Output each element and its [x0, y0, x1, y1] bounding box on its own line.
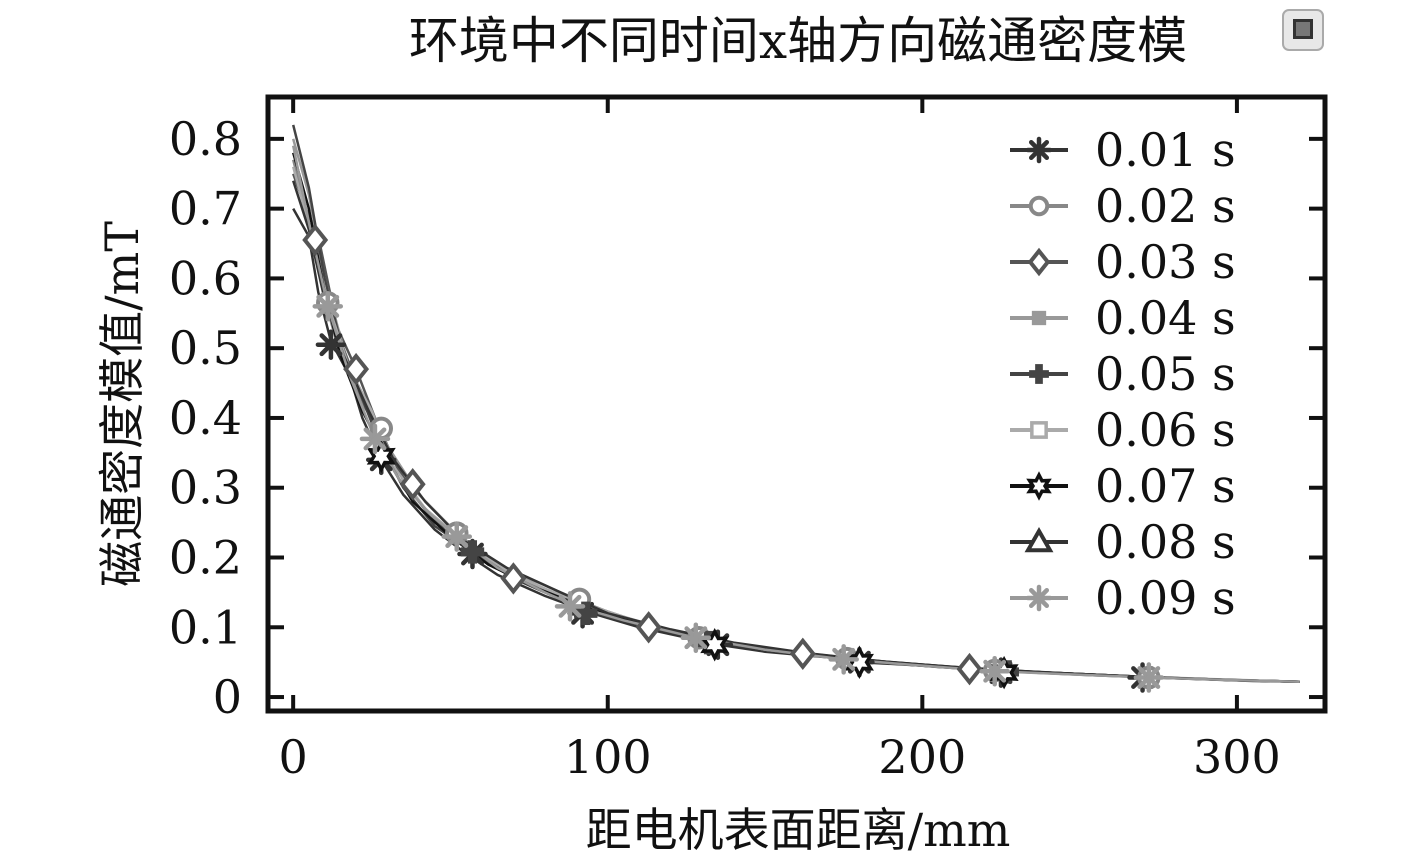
y-tick-label: 0.4 [169, 391, 242, 445]
legend: 0.01 s0.02 s0.03 s0.04 s0.05 s0.06 s0.07… [1010, 123, 1236, 625]
legend-label: 0.04 s [1095, 291, 1236, 345]
data-point-marker [574, 601, 598, 626]
series-markers [366, 439, 1019, 690]
data-point-marker [1026, 471, 1052, 501]
x-axis: 0 100 200 300 [279, 97, 1281, 784]
y-tick-label: 0.7 [169, 182, 242, 236]
data-point-marker [312, 291, 344, 322]
legend-item: 0.06 s [1010, 403, 1236, 457]
x-tick-label: 100 [564, 730, 652, 784]
y-tick-label: 0.1 [169, 600, 242, 654]
legend-item: 0.09 s [1010, 571, 1236, 625]
data-point-marker [500, 562, 527, 595]
data-point-marker [680, 622, 712, 653]
data-point-marker [554, 591, 586, 622]
series-markers [315, 329, 1158, 693]
y-axis: 0 0.1 0.2 0.3 0.4 0.5 0.6 0.7 0.8 [169, 112, 1325, 724]
y-tick-label: 0.3 [169, 461, 242, 515]
data-point-marker [789, 637, 816, 670]
legend-item: 0.03 s [1010, 235, 1236, 289]
data-point-marker [315, 329, 347, 360]
data-point-marker [1027, 247, 1051, 277]
legend-item: 0.05 s [1010, 347, 1236, 401]
legend-item: 0.08 s [1010, 515, 1236, 569]
window-restore-icon[interactable] [1282, 9, 1324, 51]
x-axis-title: 距电机表面距离/mm [586, 803, 1011, 857]
data-point-marker [828, 644, 859, 675]
data-point-marker [399, 468, 426, 501]
data-point-marker [1025, 136, 1053, 164]
legend-label: 0.08 s [1095, 515, 1236, 569]
legend-item: 0.02 s [1010, 179, 1236, 233]
data-point-marker [635, 611, 662, 644]
data-point-marker [302, 223, 329, 257]
data-point-marker [1025, 584, 1053, 612]
chart-title: 环境中不同时间x轴方向磁通密度模 [409, 12, 1187, 70]
legend-label: 0.07 s [1095, 459, 1236, 513]
legend-item: 0.04 s [1010, 291, 1236, 345]
legend-label: 0.03 s [1095, 235, 1236, 289]
data-point-marker [366, 439, 396, 474]
y-axis-title: 磁通密度模值/mT [95, 221, 149, 587]
legend-item: 0.07 s [1010, 459, 1236, 513]
x-tick-label: 300 [1193, 730, 1281, 784]
data-point-marker [359, 423, 391, 455]
data-point-marker [1029, 364, 1049, 384]
y-tick-label: 0 [213, 670, 242, 724]
data-point-marker [1024, 526, 1054, 553]
data-point-marker [441, 521, 472, 552]
data-point-marker [956, 652, 983, 686]
series-layer [291, 124, 1300, 693]
data-point-marker [1028, 195, 1050, 217]
series-markers [460, 540, 1019, 684]
data-point-marker [343, 352, 370, 386]
legend-label: 0.06 s [1095, 403, 1236, 457]
plot-frame [265, 94, 1328, 714]
y-tick-label: 0.2 [169, 531, 242, 585]
y-tick-label: 0.8 [169, 112, 242, 166]
data-point-marker [979, 655, 1010, 687]
legend-label: 0.01 s [1095, 123, 1236, 177]
x-tick-label: 200 [878, 730, 966, 784]
x-tick-label: 0 [279, 730, 308, 784]
series-markers [302, 223, 983, 686]
data-point-marker [460, 540, 485, 564]
legend-label: 0.02 s [1095, 179, 1236, 233]
legend-item: 0.01 s [1010, 123, 1236, 177]
y-tick-label: 0.6 [169, 251, 242, 305]
y-tick-label: 0.5 [169, 321, 242, 375]
data-point-marker [1031, 310, 1047, 326]
data-point-marker [1030, 421, 1048, 439]
series-markers [312, 291, 1165, 693]
legend-label: 0.09 s [1095, 571, 1236, 625]
data-point-marker [1133, 662, 1165, 693]
legend-label: 0.05 s [1095, 347, 1236, 401]
